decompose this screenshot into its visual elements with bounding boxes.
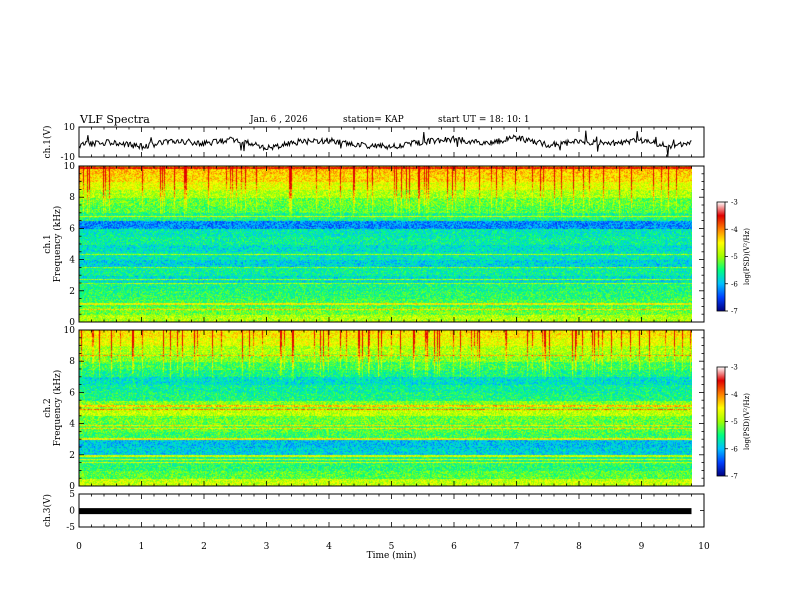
- colorbar-ch2-tick-label: -3: [731, 364, 738, 372]
- x-tick-label: 3: [264, 542, 270, 552]
- colorbar-ch1-tick-label: -7: [731, 308, 738, 316]
- ch2-frequency-label: Frequency (kHz): [52, 370, 63, 447]
- ch1-y-tick-label: -10: [61, 153, 76, 163]
- ch1-waveform-line: [78, 130, 692, 157]
- ch1-y-tick-label: 8: [69, 193, 75, 203]
- ch2-y-tick-label: 2: [69, 451, 75, 461]
- colorbar-ch1-tick-label: -3: [731, 199, 738, 207]
- x-axis-label: Time (min): [367, 550, 417, 561]
- ch2-y-tick-label: 4: [69, 420, 75, 430]
- colorbar-ch2-tick-label: -4: [731, 391, 738, 399]
- x-tick-label: 1: [139, 542, 145, 552]
- colorbar-ch1: [716, 201, 726, 312]
- ch2-spectrogram-image: [79, 330, 692, 486]
- ch2-y-tick-label: 8: [69, 357, 75, 367]
- station-label: station= KAP: [343, 115, 404, 125]
- x-tick-label: 2: [201, 542, 207, 552]
- ch1-y-tick-label: 0: [69, 318, 75, 328]
- x-tick-label: 7: [514, 542, 520, 552]
- ch1-waveform-ylabel: ch.1(V): [42, 126, 53, 159]
- colorbar-ch2-label: log(PSD)(V²/Hz): [743, 393, 751, 450]
- chart-title: VLF Spectra: [80, 113, 150, 126]
- ch3-y-tick-label: -5: [66, 523, 75, 533]
- ch1-y-tick-label: 10: [64, 123, 76, 133]
- ch1-spectrogram-image: [79, 166, 692, 322]
- ch3-waveform-ylabel: ch.3(V): [42, 494, 53, 527]
- ch2-channel-label: ch.2: [43, 398, 53, 417]
- x-tick-label: 9: [639, 542, 645, 552]
- ch2-y-tick-label: 0: [69, 482, 75, 492]
- ch3-y-tick-label: 5: [69, 490, 75, 500]
- ch2-y-tick-label: 6: [69, 388, 75, 398]
- x-tick-label: 0: [76, 542, 82, 552]
- colorbar-ch1-tick-label: -4: [731, 226, 738, 234]
- x-tick-label: 5: [389, 542, 395, 552]
- ch1-channel-label: ch.1: [43, 234, 53, 253]
- colorbar-ch2-tick-label: -6: [731, 445, 738, 453]
- colorbar-ch2-tick-label: -7: [731, 473, 738, 481]
- x-tick-label: 4: [326, 542, 332, 552]
- start-ut-label: start UT = 18: 10: 1: [438, 115, 530, 125]
- colorbar-ch1-tick-label: -5: [731, 253, 738, 261]
- colorbar-ch1-tick-label: -6: [731, 280, 738, 288]
- colorbar-ch2: [716, 366, 726, 477]
- ch3-y-tick-label: 0: [69, 507, 75, 517]
- x-tick-label: 6: [451, 542, 457, 552]
- ch1-y-tick-label: 10: [64, 162, 76, 172]
- ch1-y-tick-label: 6: [69, 224, 75, 234]
- ch1-y-tick-label: 4: [69, 256, 75, 266]
- ch1-frequency-label: Frequency (kHz): [52, 206, 63, 283]
- date-label: Jan. 6 , 2026: [250, 115, 308, 125]
- colorbar-ch1-label: log(PSD)(V²/Hz): [743, 228, 751, 285]
- ch1-y-tick-label: 2: [69, 287, 75, 297]
- x-tick-label: 8: [576, 542, 582, 552]
- ch2-y-tick-label: 10: [64, 326, 76, 336]
- colorbar-ch2-tick-label: -5: [731, 418, 738, 426]
- x-tick-label: 10: [698, 542, 710, 552]
